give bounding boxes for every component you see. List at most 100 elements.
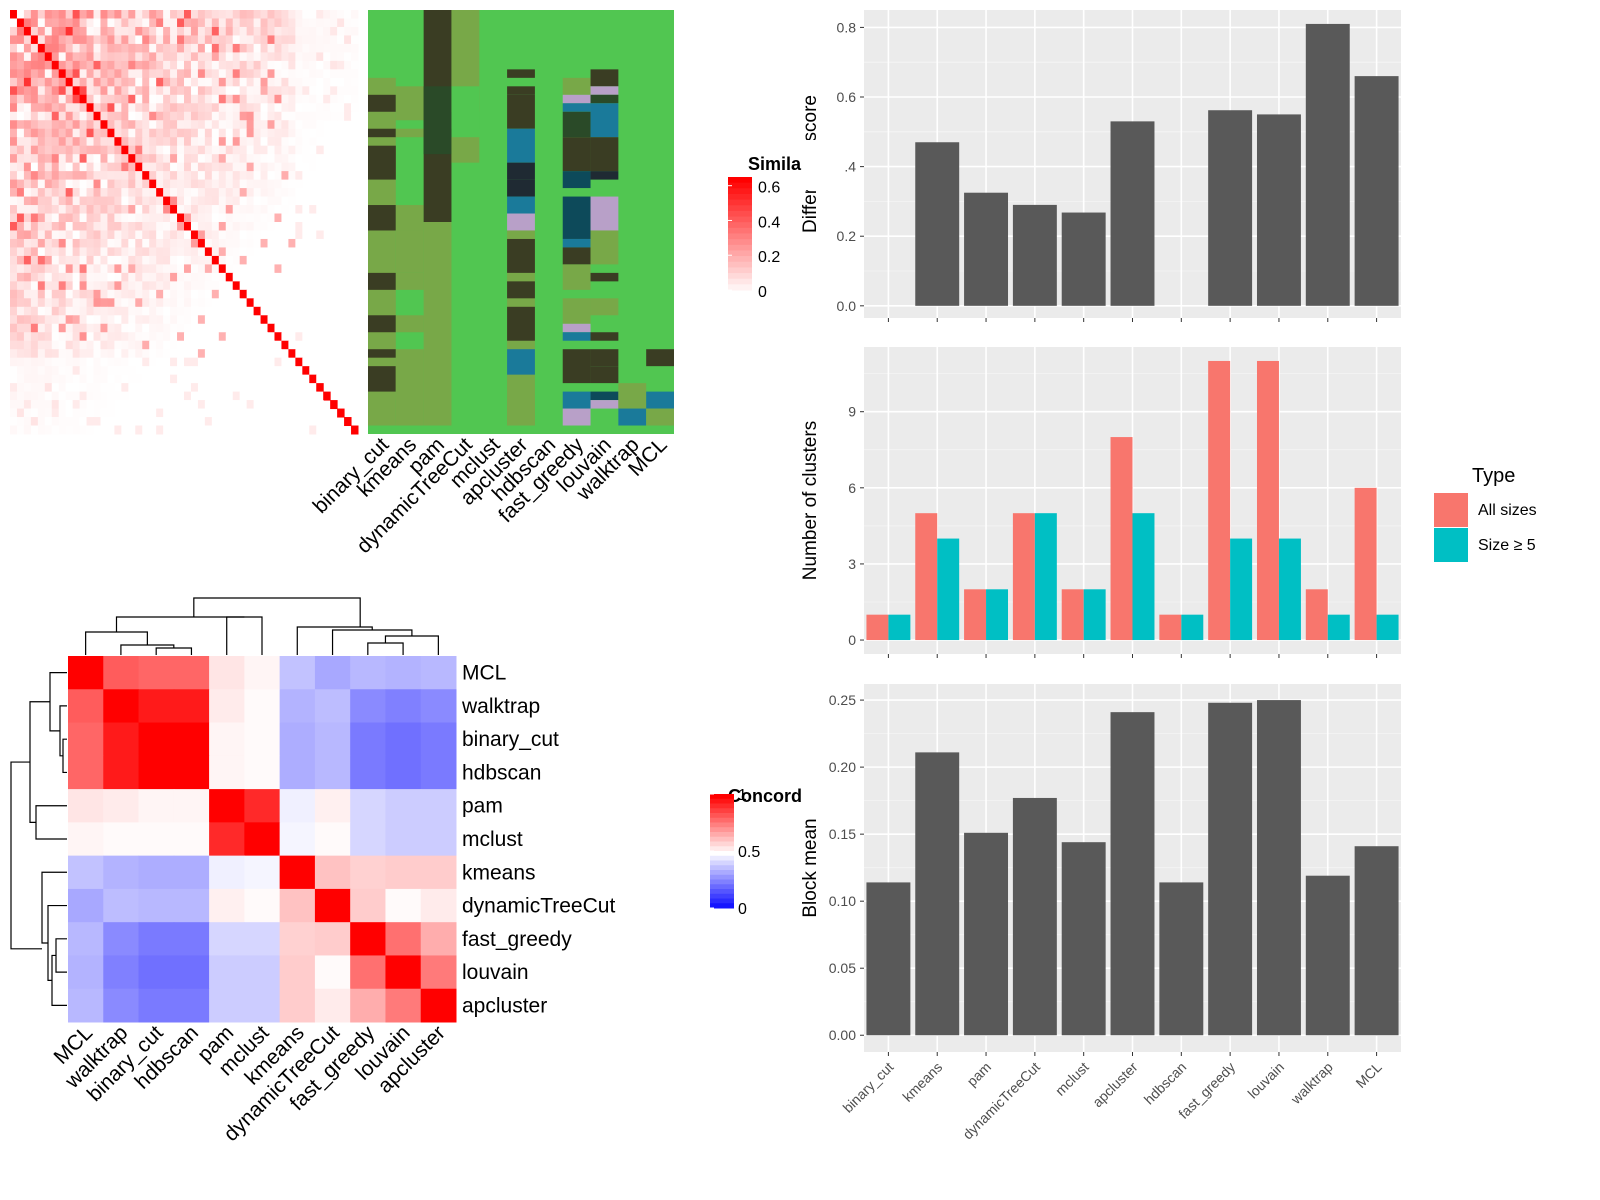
similarity-cell bbox=[156, 69, 164, 79]
similarity-cell bbox=[156, 26, 164, 36]
similarity-cell bbox=[114, 137, 122, 147]
similarity-cell bbox=[281, 137, 289, 147]
similarity-cell bbox=[23, 408, 32, 418]
similarity-cell bbox=[197, 340, 206, 350]
similarity-cell bbox=[93, 222, 101, 231]
similarity-cell bbox=[163, 332, 171, 342]
similarity-cell bbox=[253, 400, 262, 410]
similarity-cell bbox=[246, 179, 255, 189]
similarity-cell bbox=[128, 400, 136, 410]
similarity-cell bbox=[204, 255, 213, 265]
similarity-cell bbox=[316, 315, 324, 325]
similarity-cell bbox=[267, 10, 275, 19]
similarity-cell bbox=[121, 281, 129, 291]
similarity-cell bbox=[23, 137, 32, 147]
similarity-cell bbox=[225, 238, 234, 248]
similarity-cell bbox=[16, 188, 25, 198]
similarity-cell bbox=[114, 264, 122, 274]
similarity-cell bbox=[204, 171, 213, 181]
similarity-cell bbox=[30, 128, 39, 138]
similarity-cell bbox=[190, 154, 199, 164]
similarity-cell bbox=[65, 10, 74, 19]
similarity-cell bbox=[93, 247, 101, 257]
concordance-cell bbox=[350, 822, 386, 857]
similarity-cell bbox=[93, 255, 101, 265]
similarity-cell bbox=[309, 205, 317, 215]
similarity-cell bbox=[184, 366, 192, 376]
similarity-cell bbox=[23, 391, 32, 401]
similarity-cell bbox=[72, 213, 81, 223]
similarity-cell bbox=[163, 35, 171, 45]
similarity-cell bbox=[309, 145, 317, 155]
similarity-cell bbox=[170, 18, 178, 28]
similarity-cell bbox=[79, 298, 88, 308]
similarity-cell bbox=[135, 179, 143, 189]
similarity-cell bbox=[100, 188, 108, 198]
similarity-cell bbox=[288, 391, 296, 401]
assignment-cell bbox=[562, 77, 591, 95]
similarity-cell bbox=[184, 77, 192, 87]
similarity-cell bbox=[184, 315, 192, 325]
bar-all-sizes bbox=[1061, 589, 1084, 641]
similarity-cell bbox=[197, 230, 206, 240]
similarity-cell bbox=[149, 340, 157, 350]
similarity-cell bbox=[86, 332, 95, 342]
similarity-cell bbox=[142, 205, 150, 215]
similarity-cell bbox=[72, 374, 81, 384]
similarity-cell bbox=[135, 374, 143, 384]
similarity-cell bbox=[253, 69, 262, 79]
concordance-cell bbox=[279, 822, 316, 857]
similarity-cell bbox=[253, 323, 262, 333]
similarity-cell bbox=[232, 400, 241, 410]
similarity-cell bbox=[93, 315, 101, 325]
similarity-cell bbox=[10, 10, 18, 19]
similarity-cell bbox=[232, 137, 241, 147]
similarity-cell bbox=[288, 60, 296, 70]
similarity-cell bbox=[79, 315, 88, 325]
similarity-cell bbox=[253, 383, 262, 393]
similarity-cell bbox=[316, 213, 324, 223]
similarity-cell bbox=[149, 69, 157, 79]
similarity-cell bbox=[156, 35, 164, 45]
similarity-cell bbox=[51, 94, 60, 104]
similarity-cell bbox=[65, 323, 74, 333]
similarity-cell bbox=[10, 196, 18, 206]
similarity-cell bbox=[309, 255, 317, 265]
column-dendrogram-branch bbox=[115, 616, 245, 632]
similarity-cell bbox=[58, 272, 67, 282]
similarity-cell bbox=[295, 264, 303, 274]
assignment-cell bbox=[646, 391, 674, 409]
similarity-cell bbox=[163, 128, 171, 138]
similarity-cell bbox=[274, 315, 282, 325]
concordance-cell bbox=[173, 722, 210, 757]
similarity-cell bbox=[121, 357, 129, 367]
similarity-cell bbox=[142, 306, 150, 316]
similarity-cell bbox=[23, 289, 32, 299]
similarity-cell bbox=[58, 255, 67, 265]
similarity-cell bbox=[225, 196, 234, 206]
concordance-cell bbox=[138, 722, 175, 757]
similarity-cell bbox=[100, 43, 108, 53]
similarity-cell bbox=[163, 272, 171, 282]
similarity-cell bbox=[86, 162, 95, 172]
similarity-cell bbox=[177, 179, 185, 189]
similarity-cell bbox=[86, 145, 95, 155]
similarity-cell bbox=[177, 103, 185, 113]
similarity-cell bbox=[79, 179, 88, 189]
similarity-legend-band bbox=[728, 216, 752, 223]
similarity-cell bbox=[344, 10, 352, 19]
similarity-cell bbox=[309, 128, 317, 138]
similarity-cell bbox=[260, 137, 269, 147]
similarity-cell bbox=[16, 111, 25, 121]
similarity-cell bbox=[121, 111, 129, 121]
column-dendrogram-branch bbox=[296, 626, 373, 655]
similarity-cell bbox=[170, 137, 178, 147]
similarity-cell bbox=[79, 86, 88, 96]
similarity-cell bbox=[79, 145, 88, 155]
similarity-cell bbox=[246, 391, 255, 401]
similarity-cell bbox=[37, 162, 46, 172]
assignment-cell bbox=[395, 128, 424, 138]
similarity-cell bbox=[44, 69, 53, 79]
similarity-cell bbox=[121, 298, 129, 308]
similarity-cell bbox=[211, 425, 220, 435]
